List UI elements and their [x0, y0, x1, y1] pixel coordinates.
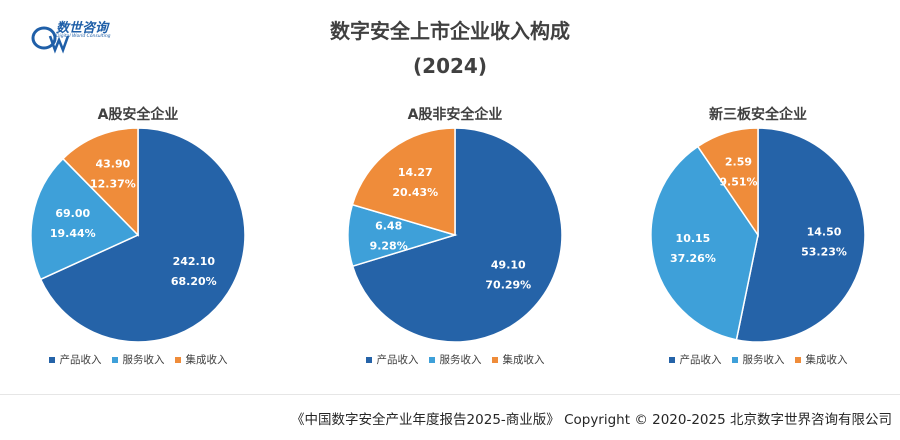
legend-item-service: 服务收入 [428, 352, 482, 367]
data-label-percent-integration: 12.37% [90, 178, 136, 191]
footer-divider [0, 394, 900, 395]
data-label-value-product: 242.10 [173, 255, 216, 268]
data-label-value-integration: 14.27 [398, 166, 433, 179]
legend-item-product: 产品收入 [48, 352, 102, 367]
pie-slice-integration [61, 127, 139, 237]
data-label-value-service: 10.15 [676, 232, 711, 245]
legend-swatch [428, 356, 435, 363]
legend-label: 服务收入 [742, 354, 785, 366]
data-label-percent-service: 9.28% [370, 239, 408, 252]
logo-name: 数世咨询 [56, 21, 109, 36]
legend-swatch [48, 356, 55, 363]
pie-slice-integration [351, 127, 456, 237]
legend-2: 产品收入 服务收入 集成收入 [325, 352, 585, 367]
legend-item-integration: 集成收入 [491, 352, 545, 367]
legend-item-product: 产品收入 [668, 352, 722, 367]
data-label-percent-product: 68.20% [171, 275, 217, 288]
data-label-value-integration: 2.59 [725, 156, 752, 169]
pie-slice-service [650, 145, 759, 341]
legend-3: 产品收入 服务收入 集成收入 [628, 352, 888, 367]
data-label-value-service: 69.00 [55, 207, 90, 220]
logo-w-mark [48, 35, 70, 54]
pie-slice-product [735, 127, 866, 343]
chart-year: (2024) [413, 54, 487, 78]
legend-1: 产品收入 服务收入 集成收入 [8, 352, 268, 367]
legend-label: 产品收入 [59, 354, 102, 366]
legend-swatch [365, 356, 372, 363]
legend-label: 服务收入 [122, 354, 165, 366]
legend-label: 集成收入 [185, 354, 228, 366]
pie-slice-product [39, 127, 246, 343]
legend-item-product: 产品收入 [365, 352, 419, 367]
data-label-percent-product: 53.23% [801, 246, 847, 259]
pie-slice-service [30, 157, 140, 281]
data-label-percent-service: 37.26% [670, 252, 716, 265]
legend-swatch [111, 356, 118, 363]
legend-label: 服务收入 [439, 354, 482, 366]
legend-item-service: 服务收入 [111, 352, 165, 367]
chart-title: 数字安全上市企业收入构成 [330, 19, 570, 43]
logo [31, 26, 70, 54]
legend-swatch [668, 356, 675, 363]
pie-title-neeq-security: 新三板安全企业 [709, 107, 807, 123]
legend-swatch [731, 356, 738, 363]
data-label-value-service: 6.48 [375, 219, 402, 232]
legend-item-integration: 集成收入 [794, 352, 848, 367]
legend-label: 集成收入 [805, 354, 848, 366]
data-label-percent-service: 19.44% [50, 227, 96, 240]
legend-label: 产品收入 [679, 354, 722, 366]
legend-swatch [491, 356, 498, 363]
pie-slice-integration [696, 127, 759, 238]
legend-label: 产品收入 [376, 354, 419, 366]
legend-item-integration: 集成收入 [174, 352, 228, 367]
logo-globe-icon [31, 26, 57, 50]
legend-swatch [794, 356, 801, 363]
data-label-value-integration: 43.90 [95, 158, 130, 171]
data-label-percent-integration: 20.43% [392, 186, 438, 199]
pie-title-a-share-security: A股安全企业 [97, 107, 179, 123]
pie-title-a-share-non-security: A股非安全企业 [407, 107, 503, 123]
data-label-percent-integration: 9.51% [719, 176, 757, 189]
data-label-value-product: 14.50 [807, 226, 842, 239]
data-label-percent-product: 70.29% [485, 278, 531, 291]
legend-label: 集成收入 [502, 354, 545, 366]
data-label-value-product: 49.10 [491, 258, 526, 271]
logo-tagline: Digital World Consulting [56, 34, 111, 39]
legend-item-service: 服务收入 [731, 352, 785, 367]
legend-swatch [174, 356, 181, 363]
footer-copyright: 《中国数字安全产业年度报告2025-商业版》 Copyright © 2020-… [291, 412, 892, 428]
